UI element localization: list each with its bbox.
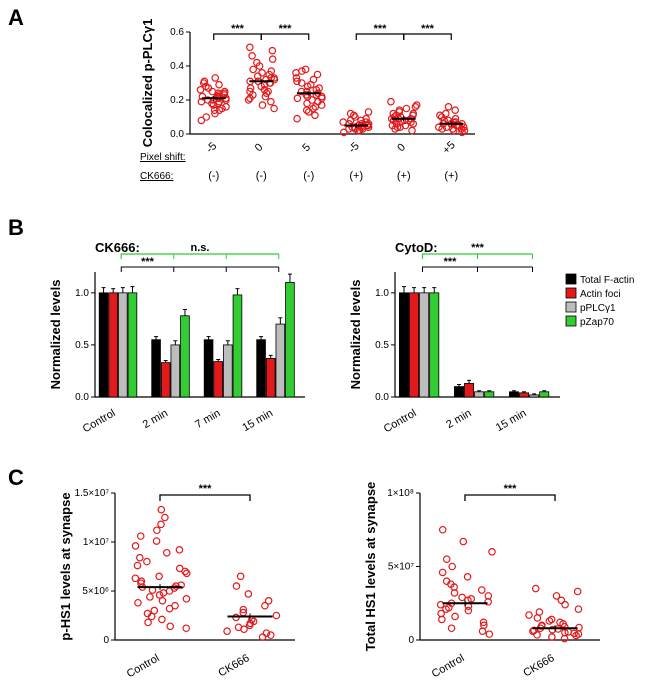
svg-text:(-): (-) <box>208 170 219 182</box>
svg-text:***: *** <box>199 483 213 495</box>
svg-text:p-HS1 levels at synapse: p-HS1 levels at synapse <box>58 492 73 640</box>
svg-text:Control: Control <box>125 652 162 680</box>
svg-text:***: *** <box>141 256 155 268</box>
svg-text:CK666: CK666 <box>521 652 556 679</box>
svg-text:***: *** <box>444 256 458 268</box>
svg-text:***: *** <box>374 23 388 35</box>
svg-text:1×10⁸: 1×10⁸ <box>387 488 414 499</box>
svg-text:0: 0 <box>408 635 414 646</box>
svg-text:1.0: 1.0 <box>75 288 89 299</box>
panel-letter-c: C <box>8 465 24 491</box>
svg-text:2 min: 2 min <box>444 407 473 431</box>
svg-text:15 min: 15 min <box>494 407 529 434</box>
svg-text:Colocalized p-PLCγ1: Colocalized p-PLCγ1 <box>140 19 155 148</box>
svg-text:Control: Control <box>382 407 419 435</box>
svg-text:Actin foci: Actin foci <box>580 289 621 300</box>
svg-text:pZap70: pZap70 <box>580 317 614 328</box>
svg-text:(+): (+) <box>349 170 363 182</box>
panel-b-left-chart: CK666: 0.0 0.5 1.0 Normalized levels Control 2… <box>45 232 315 442</box>
svg-text:CytoD:: CytoD: <box>395 240 438 255</box>
panel-c-left-chart: 0 5×10⁶ 1×10⁷ 1.5×10⁷p-HS1 levels at synaps… <box>55 475 305 680</box>
svg-text:(-): (-) <box>303 170 314 182</box>
svg-text:5: 5 <box>300 141 313 154</box>
svg-text:Pixel shift:: Pixel shift: <box>140 152 186 163</box>
svg-text:Total F-actin: Total F-actin <box>580 275 634 286</box>
svg-text:Control: Control <box>430 652 467 680</box>
panel-letter-b: B <box>8 215 24 241</box>
svg-text:pPLCγ1: pPLCγ1 <box>580 303 616 314</box>
svg-text:0: 0 <box>103 635 109 646</box>
svg-text:1.0: 1.0 <box>375 288 389 299</box>
svg-text:0: 0 <box>395 141 408 154</box>
svg-text:2 min: 2 min <box>141 407 170 431</box>
svg-text:0.0: 0.0 <box>75 392 89 403</box>
svg-text:0: 0 <box>253 141 266 154</box>
svg-text:7 min: 7 min <box>193 407 222 431</box>
svg-text:***: *** <box>421 23 435 35</box>
svg-text:Control: Control <box>81 407 118 435</box>
panel-c-right-chart: 0 5×10⁷ 1×10⁸ Total HS1 levels at synapse Co… <box>360 475 610 680</box>
svg-text:0.5: 0.5 <box>375 340 389 351</box>
svg-text:5×10⁶: 5×10⁶ <box>82 586 109 597</box>
svg-text:0.0: 0.0 <box>170 129 184 140</box>
svg-text:1×10⁷: 1×10⁷ <box>83 537 110 548</box>
svg-text:+5: +5 <box>440 139 457 156</box>
svg-text:1.5×10⁷: 1.5×10⁷ <box>75 488 110 499</box>
svg-text:***: *** <box>231 23 245 35</box>
svg-text:15 min: 15 min <box>240 407 275 434</box>
svg-text:***: *** <box>279 23 293 35</box>
svg-text:-5: -5 <box>346 140 361 155</box>
svg-text:Normalized levels: Normalized levels <box>48 280 63 390</box>
svg-text:Total HS1 levels at synapse: Total HS1 levels at synapse <box>363 482 378 652</box>
svg-text:CK666: CK666 <box>216 652 251 679</box>
svg-text:0.5: 0.5 <box>75 340 89 351</box>
svg-text:(-): (-) <box>256 170 267 182</box>
svg-text:***: *** <box>504 483 518 495</box>
svg-text:(+): (+) <box>444 170 458 182</box>
panel-letter-a: A <box>8 5 24 31</box>
panel-a-chart: 0.0 0.2 0.4 0.6 Colocalized p-PLCγ1 Pixel shi… <box>135 10 485 190</box>
svg-text:-5: -5 <box>204 140 219 155</box>
svg-text:5×10⁷: 5×10⁷ <box>388 562 415 573</box>
svg-text:0.6: 0.6 <box>170 27 184 38</box>
panel-b-right-chart: CytoD: 0.0 0.5 1.0 Normalized levels Control 2… <box>345 232 645 442</box>
svg-text:0.2: 0.2 <box>170 95 184 106</box>
svg-text:***: *** <box>471 242 485 254</box>
svg-text:0.4: 0.4 <box>170 61 184 72</box>
svg-text:Normalized levels: Normalized levels <box>348 280 363 390</box>
svg-text:CK666:: CK666: <box>140 171 173 182</box>
svg-text:(+): (+) <box>397 170 411 182</box>
svg-text:CK666:: CK666: <box>95 240 140 255</box>
svg-text:n.s.: n.s. <box>191 242 210 254</box>
svg-text:0.0: 0.0 <box>375 392 389 403</box>
